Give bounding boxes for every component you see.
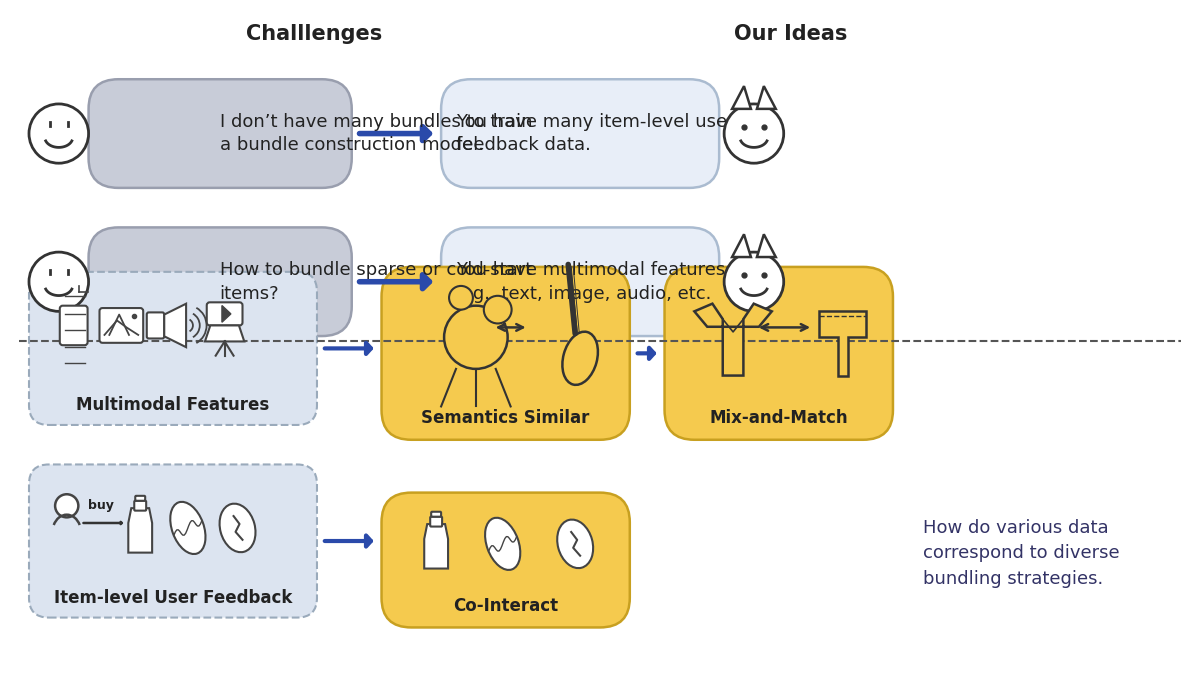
FancyBboxPatch shape [60, 306, 88, 345]
FancyBboxPatch shape [29, 272, 317, 425]
FancyBboxPatch shape [442, 79, 719, 188]
Polygon shape [205, 326, 245, 341]
FancyBboxPatch shape [134, 501, 146, 511]
FancyBboxPatch shape [431, 511, 442, 517]
Ellipse shape [220, 504, 256, 552]
Circle shape [29, 104, 89, 163]
Text: Multimodal Features: Multimodal Features [77, 396, 270, 414]
Polygon shape [128, 508, 152, 552]
Ellipse shape [563, 332, 598, 385]
Ellipse shape [557, 520, 593, 568]
Circle shape [444, 306, 508, 369]
Text: You have many item-level user
feedback data.: You have many item-level user feedback d… [456, 113, 734, 155]
Text: Semantics Similar: Semantics Similar [421, 409, 590, 427]
Circle shape [724, 104, 784, 163]
FancyBboxPatch shape [146, 313, 164, 338]
Polygon shape [732, 86, 751, 109]
Text: I don’t have many bundles to train
a bundle construction model.: I don’t have many bundles to train a bun… [220, 113, 532, 155]
Polygon shape [820, 311, 866, 375]
FancyBboxPatch shape [442, 227, 719, 336]
Polygon shape [164, 304, 186, 347]
FancyBboxPatch shape [665, 267, 893, 440]
Polygon shape [695, 304, 772, 375]
Text: How to bundle sparse or cold-start
items?: How to bundle sparse or cold-start items… [220, 261, 532, 302]
Circle shape [449, 286, 473, 310]
Polygon shape [732, 234, 751, 257]
FancyBboxPatch shape [136, 496, 145, 501]
Polygon shape [757, 86, 775, 109]
Polygon shape [757, 234, 775, 257]
FancyBboxPatch shape [382, 492, 630, 627]
Ellipse shape [485, 518, 521, 570]
FancyBboxPatch shape [89, 227, 352, 336]
Circle shape [724, 252, 784, 311]
Text: Our Ideas: Our Ideas [734, 25, 847, 44]
Circle shape [29, 252, 89, 311]
Text: Co-Interact: Co-Interact [454, 597, 558, 615]
Text: Challlenges: Challlenges [246, 25, 382, 44]
Polygon shape [222, 306, 230, 322]
FancyBboxPatch shape [382, 267, 630, 440]
Text: You have multimodal features,
e.g., text, image, audio, etc.: You have multimodal features, e.g., text… [456, 261, 731, 302]
Text: Mix-and-Match: Mix-and-Match [709, 409, 848, 427]
Polygon shape [425, 524, 448, 569]
FancyBboxPatch shape [430, 517, 442, 526]
Text: buy: buy [88, 498, 114, 511]
Ellipse shape [170, 502, 205, 554]
Text: Item-level User Feedback: Item-level User Feedback [54, 589, 292, 607]
FancyBboxPatch shape [206, 302, 242, 326]
Text: How do various data
correspond to diverse
bundling strategies.: How do various data correspond to divers… [923, 519, 1120, 588]
FancyBboxPatch shape [89, 79, 352, 188]
Circle shape [55, 494, 78, 518]
FancyBboxPatch shape [100, 308, 143, 343]
FancyBboxPatch shape [29, 464, 317, 618]
Circle shape [484, 296, 511, 323]
